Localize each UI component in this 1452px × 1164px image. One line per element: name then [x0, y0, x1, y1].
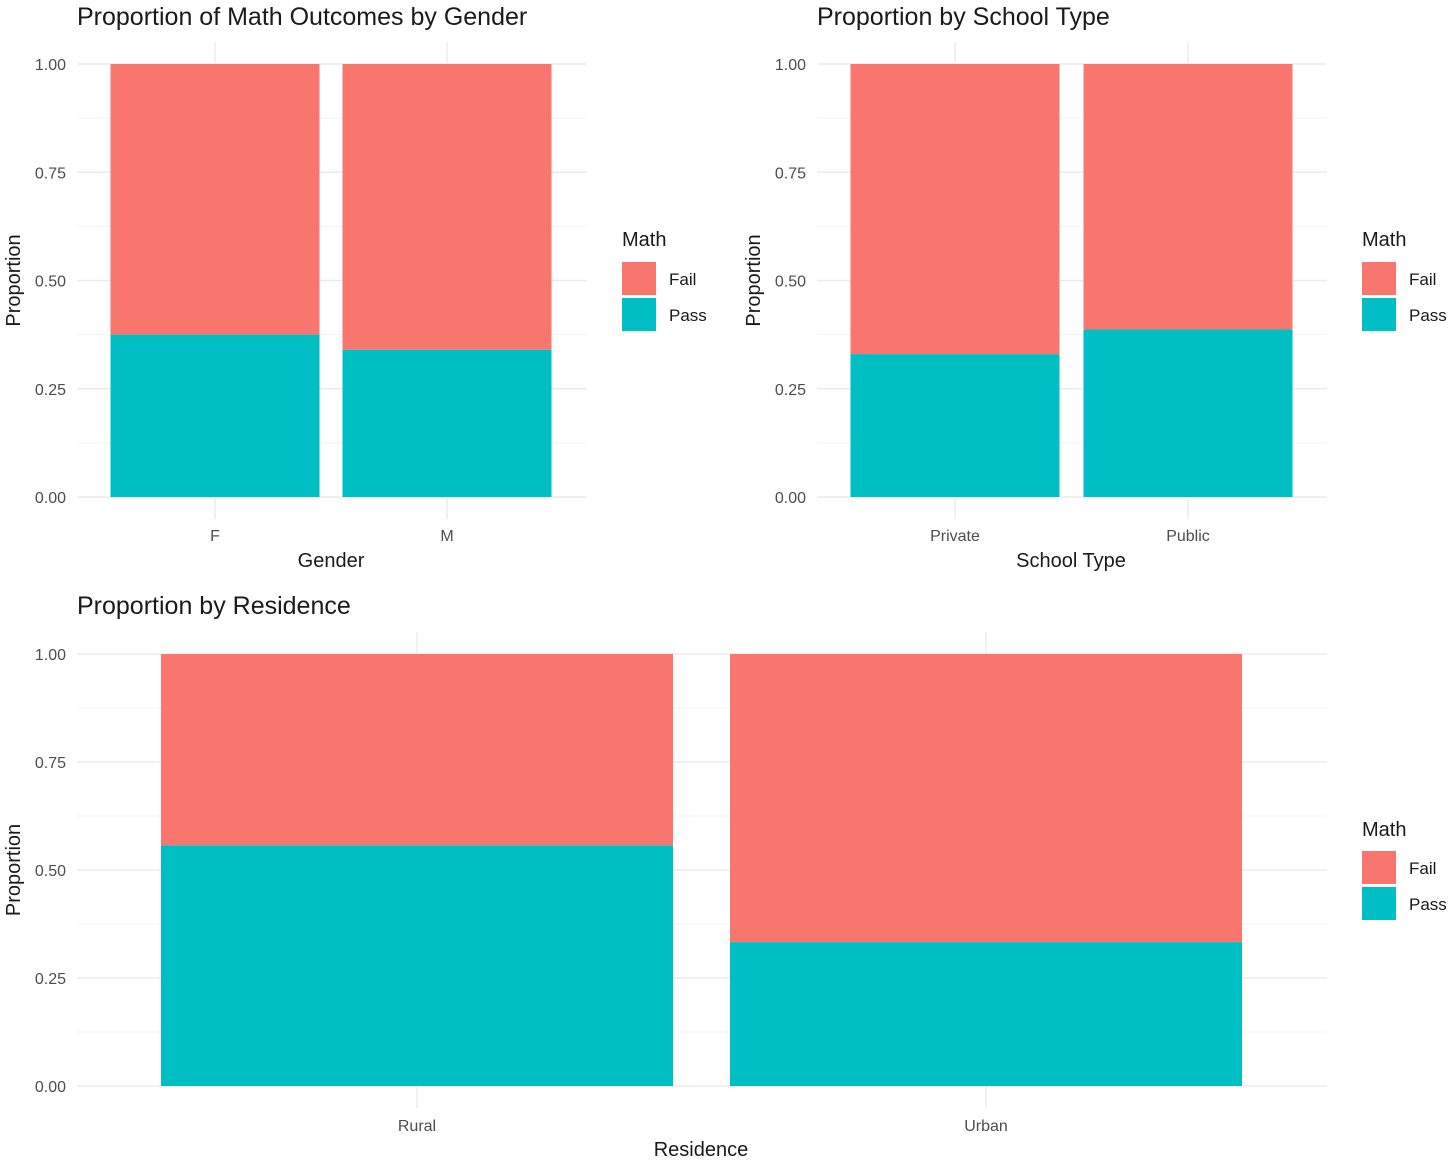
chart-title: Proportion by School Type [817, 3, 1110, 31]
y-tick-label: 0.00 [35, 1079, 66, 1096]
bar-fail-f [110, 64, 320, 335]
bar-fail-m [342, 64, 552, 350]
y-tick-label: 1.00 [35, 57, 66, 74]
x-tick-label: Rural [398, 1118, 436, 1135]
chart-title: Proportion of Math Outcomes by Gender [77, 3, 527, 31]
bar-pass-m [342, 349, 552, 497]
legend-title: Math [1362, 229, 1406, 251]
chart-title: Proportion by Residence [77, 592, 351, 620]
y-tick-label: 1.00 [35, 647, 66, 664]
y-axis-title: Proportion [3, 234, 25, 326]
y-tick-label: 0.75 [35, 165, 66, 182]
legend-label-fail: Fail [1409, 270, 1436, 289]
y-tick-label: 0.75 [775, 165, 806, 182]
y-tick-label: 0.50 [35, 274, 66, 291]
x-tick-label: F [210, 528, 220, 545]
y-tick-label: 0.75 [35, 755, 66, 772]
legend-swatch-pass [1362, 298, 1396, 331]
x-tick-label: Private [930, 528, 980, 545]
legend-title: Math [622, 229, 666, 251]
bar-pass-f [110, 334, 320, 497]
bar-pass-urban [730, 942, 1242, 1086]
y-tick-label: 0.25 [35, 971, 66, 988]
y-tick-label: 0.25 [35, 382, 66, 399]
y-tick-label: 0.50 [775, 274, 806, 291]
y-tick-label: 0.50 [35, 863, 66, 880]
chart-panel-3: 0.00 0.25 0.50 0.75 1.00 Rural Urban Proportion… [3, 592, 1447, 1161]
legend-label-pass: Pass [1409, 306, 1447, 325]
y-axis-title: Proportion [743, 234, 765, 326]
bar-fail-public [1083, 64, 1293, 330]
y-axis-title: Proportion [3, 824, 25, 916]
bar-pass-rural [161, 845, 673, 1086]
chart-panel-2: 0.00 0.25 0.50 0.75 1.00 Private Public Proport… [743, 3, 1447, 572]
x-tick-label: Urban [964, 1118, 1008, 1135]
legend-swatch-fail [1362, 262, 1396, 295]
bar-fail-private [850, 64, 1060, 355]
bar-fail-rural [161, 654, 673, 846]
bar-pass-private [850, 354, 1060, 497]
bar-pass-public [1083, 329, 1293, 497]
legend-label-fail: Fail [669, 270, 696, 289]
x-axis-title: Residence [654, 1139, 749, 1161]
legend-title: Math [1362, 819, 1406, 841]
legend-swatch-pass [1362, 887, 1396, 920]
legend-label-pass: Pass [1409, 895, 1447, 914]
bar-fail-urban [730, 654, 1242, 943]
x-axis-title: School Type [1016, 550, 1126, 572]
y-tick-label: 0.00 [775, 490, 806, 507]
x-tick-label: Public [1166, 528, 1210, 545]
y-tick-label: 0.25 [775, 382, 806, 399]
legend-label-fail: Fail [1409, 859, 1436, 878]
legend-swatch-fail [1362, 851, 1396, 884]
y-tick-label: 0.00 [35, 490, 66, 507]
x-tick-label: M [440, 528, 453, 545]
legend-swatch-pass [622, 298, 656, 331]
legend-swatch-fail [622, 262, 656, 295]
chart-panel-1: 0.00 0.25 0.50 0.75 1.00 F M Proportion of Math… [3, 3, 707, 572]
legend-label-pass: Pass [669, 306, 707, 325]
y-tick-label: 1.00 [775, 57, 806, 74]
x-axis-title: Gender [298, 550, 365, 572]
